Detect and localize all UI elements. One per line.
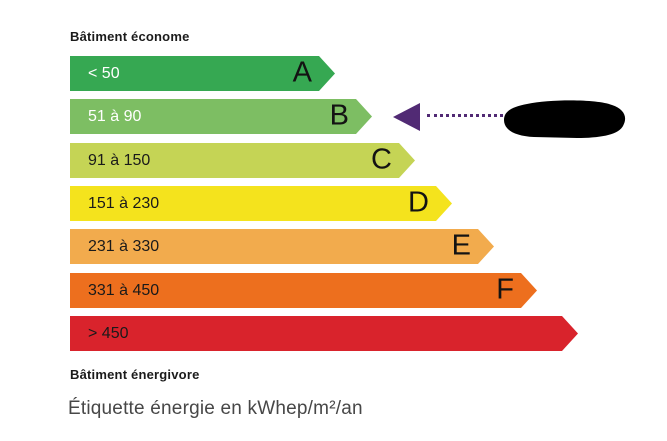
- grade-letter-e: E: [451, 229, 471, 262]
- energy-bar-f: 331 à 450 F: [70, 273, 537, 308]
- redacted-value-blob: [504, 100, 626, 138]
- grade-letter-f: F: [496, 273, 514, 306]
- range-label-b: 51 à 90: [88, 107, 142, 125]
- grade-letter-a: A: [292, 56, 312, 89]
- range-label-g: > 450: [88, 324, 129, 342]
- economical-building-label: Bâtiment économe: [70, 29, 190, 44]
- energy-bar-e: 231 à 330 E: [70, 229, 494, 264]
- grade-letter-d: D: [408, 186, 429, 219]
- dotted-connector: [427, 114, 503, 117]
- range-label-a: < 50: [88, 64, 120, 82]
- range-label-c: 91 à 150: [88, 151, 151, 169]
- energy-bar-g: > 450: [70, 316, 578, 351]
- energy-bar-d: 151 à 230 D: [70, 186, 452, 221]
- selected-grade-arrow-icon: [393, 103, 420, 131]
- energy-label-caption: Étiquette énergie en kWhep/m²/an: [68, 398, 363, 419]
- range-label-f: 331 à 450: [88, 281, 160, 299]
- range-label-d: 151 à 230: [88, 194, 160, 212]
- energy-bar-c: 91 à 150 C: [70, 143, 415, 178]
- energy-intensive-building-label: Bâtiment énergivore: [70, 367, 200, 382]
- energy-bar-a: < 50 A: [70, 56, 335, 91]
- grade-letter-c: C: [371, 143, 392, 176]
- grade-letter-b: B: [329, 99, 349, 132]
- energy-bar-b: 51 à 90 B: [70, 99, 372, 134]
- range-label-e: 231 à 330: [88, 237, 160, 255]
